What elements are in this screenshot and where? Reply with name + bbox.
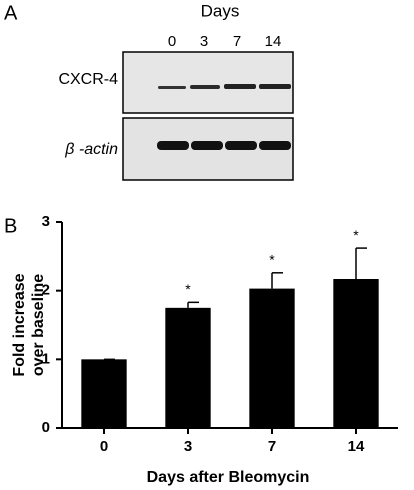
significance-mark: * <box>353 227 359 243</box>
panel-label: A <box>4 2 18 24</box>
x-tick-label: 7 <box>268 438 276 455</box>
x-tick-label: 0 <box>100 438 108 455</box>
blot-row-label: CXCR-4 <box>58 71 118 88</box>
y-axis-label: Fold increase <box>11 273 28 376</box>
lane-label: 7 <box>233 33 241 50</box>
y-tick-label: 2 <box>42 282 50 299</box>
y-tick-label: 1 <box>42 350 50 367</box>
y-tick-label: 0 <box>42 419 50 436</box>
panel-label: B <box>4 215 17 237</box>
lane-label: 0 <box>168 33 176 50</box>
x-axis-label: Days after Bleomycin <box>147 469 310 486</box>
lane-label: 14 <box>265 33 282 50</box>
bar <box>165 307 211 428</box>
blot-bands <box>157 84 291 150</box>
y-tick-label: 3 <box>42 213 50 230</box>
y-axis-label: over baseline <box>30 274 47 376</box>
blot-header: Days <box>201 1 240 20</box>
significance-mark: * <box>269 252 275 268</box>
significance-mark: * <box>185 281 191 297</box>
bar <box>81 359 127 428</box>
x-tick-label: 3 <box>184 438 192 455</box>
bar <box>249 288 295 428</box>
blot-box <box>122 51 294 114</box>
lane-label: 3 <box>200 33 208 50</box>
blot-row-label: β -actin <box>64 141 118 158</box>
bar <box>333 278 379 428</box>
x-tick-label: 14 <box>348 438 365 455</box>
